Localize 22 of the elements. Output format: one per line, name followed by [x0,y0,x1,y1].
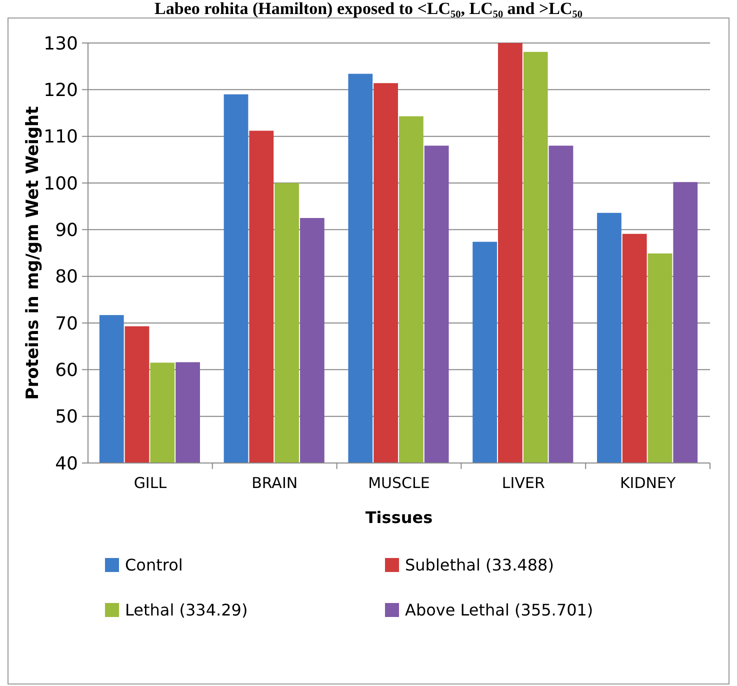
x-tick-label: BRAIN [252,474,298,492]
x-tick-label: KIDNEY [620,474,676,492]
y-tick-label: 90 [55,220,78,241]
x-tick-label: GILL [134,474,168,492]
chart-title: Labeo rohita (Hamilton) exposed to <LC₅₀, LC₅₀ and >LC₅₀ [154,0,582,18]
y-tick-label: 100 [44,173,78,194]
legend-label: Above Lethal (355.701) [405,600,594,620]
y-tick-label: 70 [55,313,78,334]
y-tick-label: 130 [44,33,78,54]
y-tick-label: 80 [55,266,78,288]
y-tick-label: 40 [55,453,78,474]
y-tick-label: 60 [55,360,78,381]
legend-label: Lethal (334.29) [125,600,248,620]
y-tick-label: 110 [44,126,78,148]
legend-label: Sublethal (33.488) [405,556,554,575]
y-tick-label: 120 [44,80,78,101]
x-tick-label: MUSCLE [368,474,430,492]
x-axis-title: Tissues [365,508,433,527]
legend-label: Control [125,556,183,575]
x-tick-label: LIVER [502,474,545,492]
y-tick-label: 50 [55,406,78,428]
y-axis-title: Proteins in mg/gm Wet Weight [23,106,43,400]
